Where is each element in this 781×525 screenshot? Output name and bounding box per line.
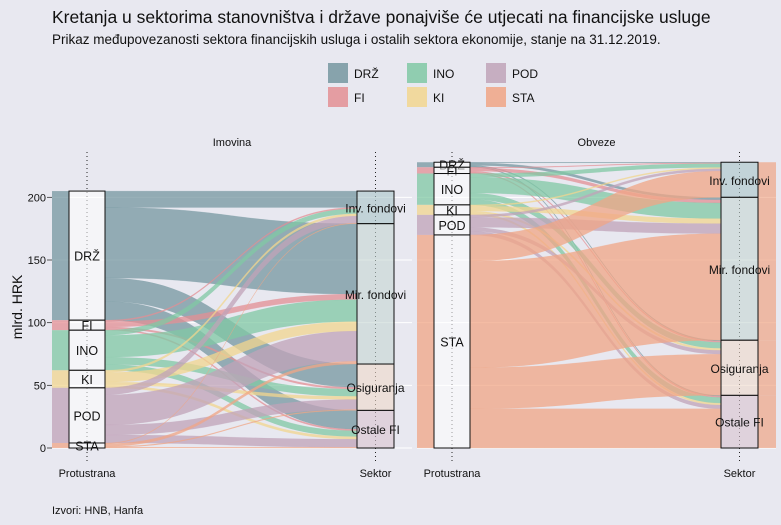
- stratum-left-label-0-0: DRŽ: [74, 249, 100, 264]
- stratum-left-0-2: [68, 329, 106, 371]
- stratum-right-label-0-0: Inv. fondovi: [345, 201, 405, 215]
- y-axis-title: mlrd. HRK: [9, 274, 25, 339]
- x-axis-label-right-0: Sektor: [360, 468, 392, 480]
- edge-right-1-1: [758, 197, 776, 341]
- stratum-left-label-0-2: INO: [76, 344, 99, 358]
- chart-title: Kretanja u sektorima stanovništva i drža…: [52, 7, 711, 27]
- stratum-left-1-5: [433, 234, 471, 449]
- stratum-right-label-1-0: Inv. fondovi: [709, 174, 769, 188]
- edge-right-1-0: [758, 162, 776, 198]
- stratum-right-1-2: [720, 339, 759, 396]
- x-axis-label-left-1: Protustrana: [424, 468, 482, 480]
- stratum-left-label-0-3: KI: [81, 373, 93, 387]
- edge-right-1-2: [758, 340, 776, 396]
- stratum-left-0-0: [68, 190, 106, 321]
- y-tick-label-3: 150: [28, 255, 46, 267]
- edge-left-0-0: [52, 191, 69, 321]
- stratum-right-0-1: [356, 223, 395, 365]
- stratum-right-0-2: [356, 363, 395, 411]
- legend-label-2: POD: [512, 67, 538, 81]
- panel-title-0: Imovina: [213, 137, 252, 149]
- stratum-left-0-5: [68, 442, 106, 449]
- stratum-left-label-1-1: FI: [446, 164, 457, 178]
- stratum-right-1-0: [720, 161, 759, 198]
- legend-key-5: [486, 87, 506, 107]
- edge-left-1-2: [417, 173, 434, 205]
- flow-1-0-0: [469, 161, 722, 164]
- legend-label-0: DRŽ: [354, 66, 379, 81]
- edge-left-1-5: [417, 234, 434, 448]
- stratum-right-1-1: [720, 196, 759, 341]
- stratum-left-label-1-5: STA: [440, 335, 464, 349]
- legend-key-3: [328, 87, 348, 107]
- panel-title-1: Obveze: [578, 137, 616, 149]
- chart-subtitle: Prikaz međupovezanosti sektora financijs…: [52, 32, 661, 47]
- stratum-right-label-0-3: Ostale FI: [351, 423, 400, 437]
- y-tick-label-2: 100: [28, 318, 46, 330]
- flow-0-0-0: [104, 190, 358, 208]
- legend-label-4: KI: [433, 91, 444, 105]
- x-axis-label-left-0: Protustrana: [59, 468, 117, 480]
- edge-left-0-1: [52, 320, 69, 331]
- edge-left-0-5: [52, 442, 69, 448]
- stratum-right-0-3: [356, 409, 395, 449]
- edge-left-1-0: [417, 162, 434, 168]
- stratum-left-label-1-3: KI: [446, 204, 458, 218]
- stratum-left-1-2: [433, 173, 471, 206]
- y-tick-label-0: 0: [40, 443, 46, 455]
- edge-left-1-1: [417, 167, 434, 174]
- legend-key-2: [486, 63, 506, 83]
- stratum-left-label-1-4: POD: [438, 219, 465, 233]
- legend-label-1: INO: [433, 67, 454, 81]
- edge-left-0-4: [52, 387, 69, 443]
- stratum-right-1-3: [720, 394, 759, 449]
- legend-key-1: [407, 63, 427, 83]
- stratum-left-label-0-5: STA: [75, 439, 99, 453]
- stratum-right-label-0-1: Mir. fondovi: [345, 288, 406, 302]
- stratum-right-label-1-1: Mir. fondovi: [709, 263, 770, 277]
- stratum-left-label-0-1: FI: [81, 319, 92, 333]
- edge-left-0-3: [52, 370, 69, 388]
- stratum-right-label-1-2: Osiguranja: [710, 362, 768, 376]
- edge-left-1-3: [417, 204, 434, 215]
- y-tick-label-1: 50: [34, 380, 46, 392]
- flow-0-5-3: [104, 447, 358, 449]
- legend-label-3: FI: [354, 91, 365, 105]
- stratum-right-label-1-3: Ostale FI: [715, 416, 764, 430]
- legend-key-0: [328, 63, 348, 83]
- edge-left-1-4: [417, 214, 434, 235]
- stratum-left-label-0-4: POD: [73, 409, 100, 423]
- stratum-left-label-1-2: INO: [441, 183, 464, 197]
- source-note: Izvori: HNB, Hanfa: [52, 505, 144, 517]
- stratum-right-label-0-2: Osiguranja: [346, 381, 404, 395]
- edge-left-0-2: [52, 330, 69, 371]
- legend-label-5: STA: [512, 91, 534, 105]
- stratum-right-0-0: [356, 190, 395, 225]
- x-axis-label-right-1: Sektor: [724, 468, 756, 480]
- legend-key-4: [407, 87, 427, 107]
- edge-right-1-3: [758, 395, 776, 448]
- y-tick-label-4: 200: [28, 192, 46, 204]
- flow-1-5-3: [469, 408, 722, 449]
